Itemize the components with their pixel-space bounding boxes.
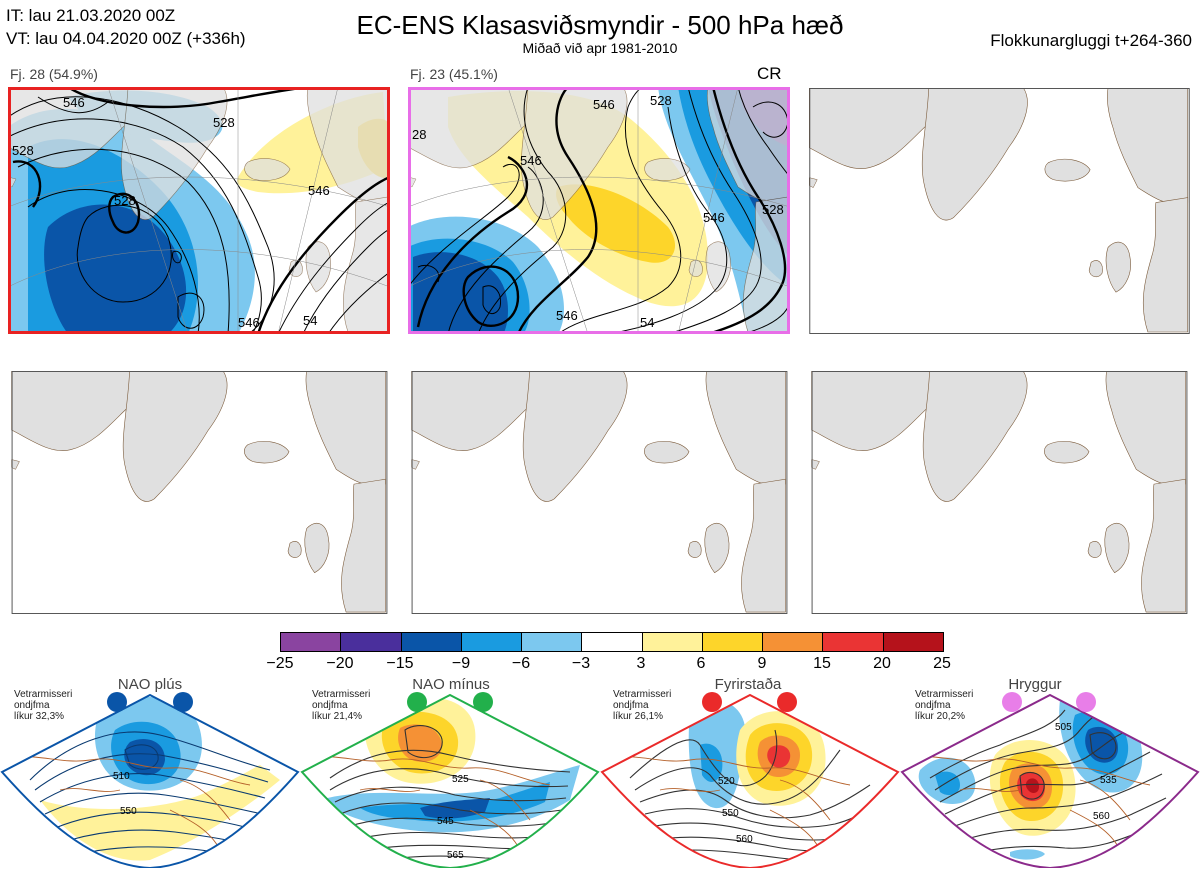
contour-label: 28 — [412, 127, 426, 142]
page-subtitle: Miðað við apr 1981-2010 — [522, 40, 678, 56]
contour-label: 528 — [12, 143, 34, 158]
panel-4-map — [11, 371, 388, 614]
regime-dots-nao-plus — [107, 692, 193, 712]
colorbar-tick: 20 — [873, 655, 891, 672]
contour-label: 535 — [1100, 775, 1117, 786]
contour-label: 550 — [722, 808, 739, 819]
colorbar-tick: −25 — [266, 655, 294, 672]
contour-label: 510 — [113, 771, 130, 782]
panel-6-map — [811, 371, 1188, 614]
contour-label: 54 — [640, 315, 654, 330]
colorbar-tick: −20 — [326, 655, 354, 672]
contour-label: 528 — [650, 93, 672, 108]
panel-2-regime-label: CR — [757, 64, 782, 83]
colorbar-swatch — [281, 633, 342, 651]
contour-label: 546 — [593, 97, 615, 112]
contour-label: 545 — [437, 816, 454, 827]
colorbar-tick: −9 — [451, 655, 471, 672]
panel-2-map: 546 546 528 546 528 546 28 54 — [408, 87, 790, 334]
valid-time: VT: lau 04.04.2020 00Z (+336h) — [6, 29, 246, 48]
regime-dots-nao-minus — [407, 692, 493, 712]
colorbar-swatch — [823, 633, 884, 651]
regime-note-nao-minus: Vetrarmisseri ondjfma líkur 21,4% — [312, 689, 371, 722]
contour-label: 546 — [703, 210, 725, 225]
panel-1-label: Fj. 28 (54.9%) — [10, 66, 98, 82]
colorbar — [280, 632, 944, 652]
contour-label: 550 — [120, 806, 137, 817]
regime-title-nao-plus: NAO plús — [117, 676, 183, 693]
contour-label: 546 — [238, 315, 260, 330]
panel-5-map — [411, 371, 788, 614]
colorbar-tick: −3 — [571, 655, 591, 672]
colorbar-swatch — [401, 633, 462, 651]
contour-label: 546 — [520, 153, 542, 168]
colorbar-tick: −6 — [511, 655, 531, 672]
header-info: IT: lau 21.03.2020 00Z VT: lau 04.04.202… — [6, 4, 246, 50]
colorbar-swatch — [582, 633, 643, 651]
colorbar-swatch — [461, 633, 523, 651]
panel-1-frame — [8, 87, 390, 334]
contour-label: 528 — [213, 115, 235, 130]
colorbar-tick: 3 — [636, 655, 646, 672]
panel-1-map: 528 528 528 546 546 546 54 — [8, 87, 390, 334]
colorbar-swatch — [341, 633, 402, 651]
contour-label: 528 — [114, 193, 136, 208]
classification-window: Flokkunargluggi t+264-360 — [990, 31, 1192, 50]
regime-dots-ridge — [1002, 692, 1096, 712]
regime-note-ridge: Vetrarmisseri ondjfma líkur 20,2% — [915, 689, 974, 722]
page-title: EC-ENS Klasasviðsmyndir - 500 hPa hæð — [356, 10, 844, 40]
regime-map-ridge: 505 535 560 — [900, 693, 1200, 868]
contour-label: 560 — [736, 834, 753, 845]
colorbar-swatch — [883, 633, 943, 651]
colorbar-tick: 6 — [696, 655, 706, 672]
panel-3-map — [809, 88, 1190, 334]
regime-note-blocking: Vetrarmisseri ondjfma líkur 26,1% — [613, 689, 672, 722]
colorbar-swatch — [763, 633, 824, 651]
regime-note-nao-plus: Vetrarmisseri ondjfma líkur 32,3% — [14, 689, 73, 722]
regime-map-nao-minus: 525 545 565 — [300, 693, 600, 868]
contour-label: 528 — [762, 202, 784, 217]
colorbar-swatch — [702, 633, 764, 651]
panel-2-label: Fj. 23 (45.1%) — [410, 66, 498, 82]
contour-label: 546 — [556, 308, 578, 323]
colorbar-tick: 9 — [757, 655, 767, 672]
regime-map-nao-plus: 510 550 — [0, 693, 300, 868]
colorbar-tick: 25 — [933, 655, 951, 672]
regime-title-ridge: Hryggur — [1008, 676, 1062, 693]
contour-label: 525 — [452, 774, 469, 785]
contour-label: 546 — [308, 183, 330, 198]
colorbar-swatch — [522, 633, 583, 651]
contour-label: 546 — [63, 95, 85, 110]
regime-dots-blocking — [702, 692, 797, 712]
contour-label: 54 — [303, 313, 317, 328]
contour-label: 505 — [1055, 722, 1072, 733]
contour-label: 520 — [718, 776, 735, 787]
regime-map-blocking: 520 550 560 — [600, 693, 900, 868]
colorbar-tick: 15 — [813, 655, 831, 672]
colorbar-swatch — [642, 633, 703, 651]
contour-label: 560 — [1093, 811, 1110, 822]
panel-2-frame — [408, 87, 790, 334]
regime-title-nao-minus: NAO mínus — [412, 676, 490, 693]
initial-time: IT: lau 21.03.2020 00Z — [6, 6, 176, 25]
regime-title-blocking: Fyrirstaða — [714, 676, 782, 693]
contour-label: 565 — [447, 850, 464, 861]
colorbar-tick: −15 — [386, 655, 414, 672]
